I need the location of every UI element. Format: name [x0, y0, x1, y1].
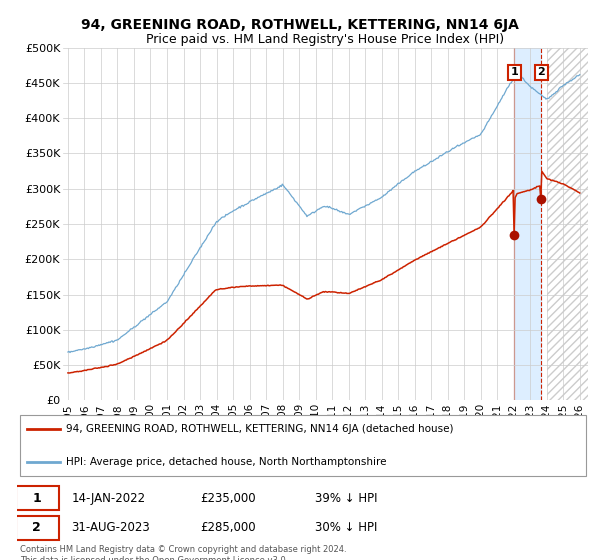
FancyBboxPatch shape — [20, 416, 586, 476]
Text: 31-AUG-2023: 31-AUG-2023 — [71, 521, 150, 534]
Text: HPI: Average price, detached house, North Northamptonshire: HPI: Average price, detached house, Nort… — [65, 456, 386, 466]
Text: 94, GREENING ROAD, ROTHWELL, KETTERING, NN14 6JA: 94, GREENING ROAD, ROTHWELL, KETTERING, … — [81, 18, 519, 32]
Text: 94, GREENING ROAD, ROTHWELL, KETTERING, NN14 6JA (detached house): 94, GREENING ROAD, ROTHWELL, KETTERING, … — [65, 424, 453, 434]
Text: Contains HM Land Registry data © Crown copyright and database right 2024.
This d: Contains HM Land Registry data © Crown c… — [20, 545, 346, 560]
FancyBboxPatch shape — [16, 516, 59, 540]
Bar — [547, 48, 588, 400]
Text: 14-JAN-2022: 14-JAN-2022 — [71, 492, 145, 505]
Text: £235,000: £235,000 — [200, 492, 256, 505]
Bar — [514, 48, 541, 400]
Text: 2: 2 — [538, 67, 545, 77]
Text: 1: 1 — [32, 492, 41, 505]
Title: Price paid vs. HM Land Registry's House Price Index (HPI): Price paid vs. HM Land Registry's House … — [146, 34, 505, 46]
Text: 2: 2 — [32, 521, 41, 534]
Text: £285,000: £285,000 — [200, 521, 256, 534]
Text: 30% ↓ HPI: 30% ↓ HPI — [315, 521, 377, 534]
FancyBboxPatch shape — [16, 486, 59, 510]
Bar — [547, 48, 588, 400]
Text: 39% ↓ HPI: 39% ↓ HPI — [315, 492, 377, 505]
Text: 1: 1 — [511, 67, 518, 77]
